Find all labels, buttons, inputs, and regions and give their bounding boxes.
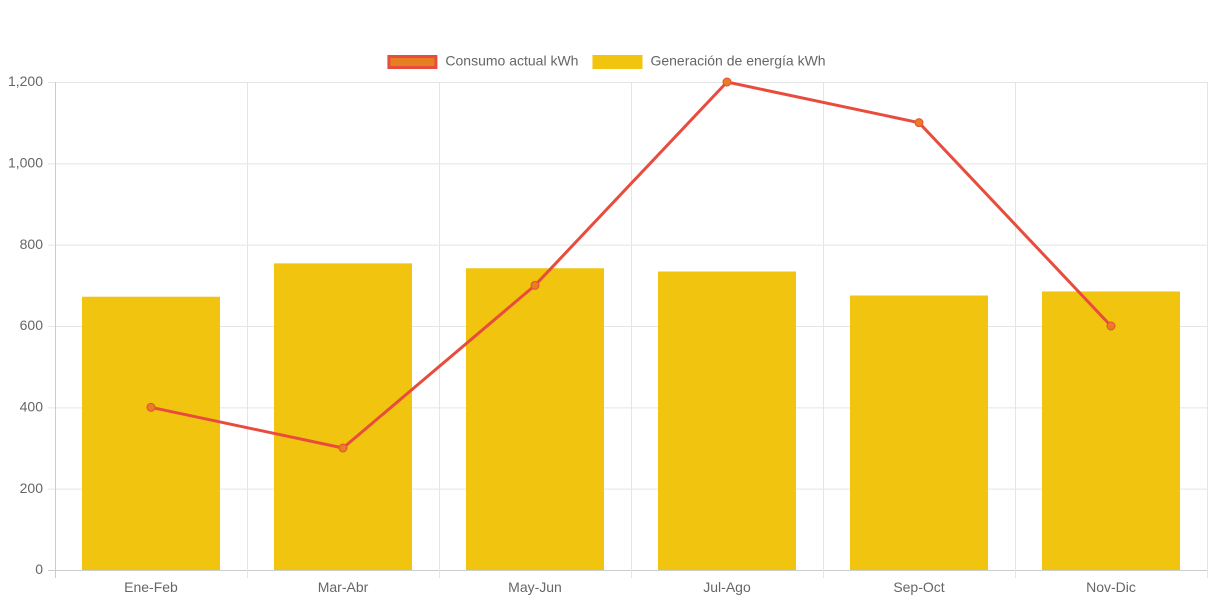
legend: Consumo actual kWh Generación de energía … xyxy=(387,53,826,69)
bar-series xyxy=(82,263,1180,570)
line-series xyxy=(146,77,1116,453)
x-tick-label: Nov-Dic xyxy=(1086,579,1136,595)
y-tick-label: 600 xyxy=(20,317,44,333)
y-tick-label: 200 xyxy=(20,480,44,496)
y-tick-label: 0 xyxy=(35,561,43,577)
axes: 0 200 400 600 800 1,000 1,200 Ene-Feb Mar-Abr May… xyxy=(8,73,1136,595)
x-tick-label: Mar-Abr xyxy=(318,579,369,595)
line-point xyxy=(1106,321,1116,331)
x-tick-label: May-Jun xyxy=(508,579,562,595)
line-point xyxy=(146,402,156,412)
bar xyxy=(466,268,604,570)
y-tick-label: 1,200 xyxy=(8,73,43,89)
x-tick-label: Jul-Ago xyxy=(703,579,751,595)
bar xyxy=(850,295,988,570)
legend-swatch xyxy=(592,55,643,69)
line-point xyxy=(914,118,924,128)
y-tick-label: 800 xyxy=(20,236,44,252)
legend-swatch xyxy=(387,55,438,69)
x-tick-label: Ene-Feb xyxy=(124,579,178,595)
x-tick-label: Sep-Oct xyxy=(893,579,944,595)
line-point xyxy=(722,77,732,87)
legend-label: Generación de energía kWh xyxy=(650,53,825,69)
y-tick-label: 400 xyxy=(20,399,44,415)
bar xyxy=(274,263,412,570)
y-tick-label: 1,000 xyxy=(8,155,43,171)
line-path xyxy=(150,80,1113,450)
bar xyxy=(82,296,220,570)
legend-item-generacion[interactable]: Generación de energía kWh xyxy=(592,53,826,69)
line-point xyxy=(530,280,540,290)
bar xyxy=(1042,291,1180,570)
bar xyxy=(658,271,796,570)
grid xyxy=(48,82,1208,578)
legend-label: Consumo actual kWh xyxy=(445,53,578,69)
line-point xyxy=(338,443,348,453)
legend-item-consumo[interactable]: Consumo actual kWh xyxy=(387,53,579,69)
